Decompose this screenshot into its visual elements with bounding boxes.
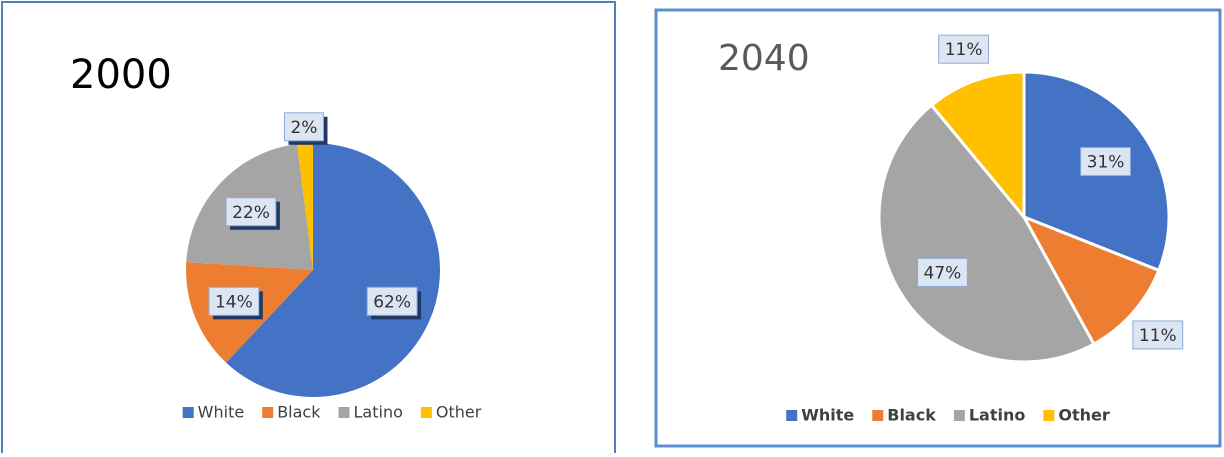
legend-label: Other: [436, 403, 482, 422]
label-box: [208, 286, 260, 316]
legend-swatch: [1043, 410, 1055, 421]
label-box: [283, 112, 324, 142]
legend-swatch: [182, 407, 194, 418]
label-box: [1080, 147, 1131, 177]
label-box: [1132, 320, 1184, 350]
data-label: 2%: [290, 118, 317, 138]
legend-swatch: [953, 410, 965, 421]
label-box: [366, 286, 418, 316]
data-label: 14%: [215, 292, 253, 312]
label-box: [938, 34, 989, 64]
legend-swatch: [786, 410, 798, 421]
chart-title: 2040: [718, 38, 810, 79]
pie-slice: [877, 103, 1096, 364]
pie-slice: [1020, 214, 1161, 347]
data-label: 11%: [945, 40, 983, 60]
legend-swatch: [420, 407, 432, 418]
legend-swatch: [338, 407, 350, 418]
legend-label: Latino: [969, 406, 1026, 425]
label-box: [917, 257, 968, 287]
legend-label: White: [801, 406, 854, 425]
pie-slice: [929, 70, 1026, 222]
legend-label: Other: [1058, 406, 1109, 425]
label-box: [225, 197, 277, 227]
legend-label: White: [198, 403, 245, 422]
pie-slice: [297, 143, 313, 270]
data-label: 62%: [373, 292, 411, 312]
legend-swatch: [872, 410, 884, 421]
data-label: 22%: [232, 203, 270, 223]
legend-swatch: [262, 407, 274, 418]
legend-label: Black: [277, 403, 321, 422]
chart-title: 2000: [70, 52, 172, 98]
data-label: 11%: [1139, 326, 1177, 346]
pie-slice: [226, 143, 440, 397]
legend-label: Black: [887, 406, 936, 425]
data-label: 31%: [1087, 153, 1125, 173]
data-label: 47%: [924, 263, 962, 283]
legend-label: Latino: [354, 403, 403, 422]
